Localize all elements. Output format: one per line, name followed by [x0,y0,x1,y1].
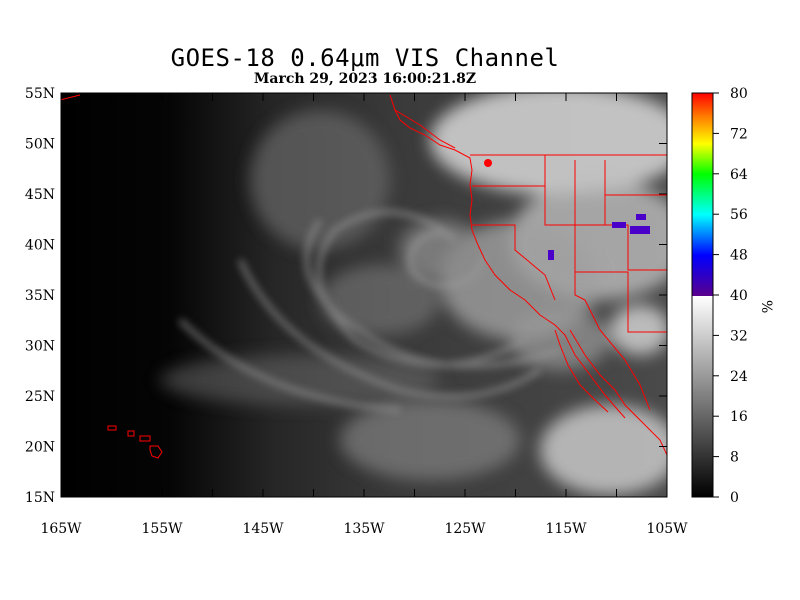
colorbar-label: 72 [730,126,748,142]
colorbar-label: 48 [730,248,748,264]
longitude-axis: 165W 155W 145W 135W 125W 115W 105W [40,93,688,537]
lat-tick-label: 40N [25,238,55,254]
colorbar-label: 80 [730,86,748,102]
lat-tick-label: 25N [25,389,55,405]
colorbar-color-segment [692,93,713,296]
lon-tick-label: 165W [40,521,82,537]
colorbar-gray-segment [692,296,713,497]
lon-tick-label: 105W [646,521,688,537]
colorbar-label: 56 [730,207,748,223]
colorbar-label: 64 [730,167,748,183]
cyclone-spiral [177,209,561,413]
colorbar-label: 32 [730,328,748,344]
lat-tick-label: 50N [25,137,55,153]
chart-title: GOES-18 0.64μm VIS Channel [170,44,560,72]
lon-tick-label: 155W [141,521,183,537]
colorbar-label: 0 [730,490,739,506]
hot-pixel-marker [484,159,492,167]
lat-tick-label: 45N [25,187,55,203]
lon-tick-label: 135W [343,521,385,537]
lat-tick-label: 35N [25,288,55,304]
colorbar-label: 24 [730,369,748,385]
lat-tick-label: 55N [25,86,55,102]
lat-tick-label: 20N [25,440,55,456]
latitude-axis: 15N 20N 25N 30N 35N 40N 45N 50N 55N [25,86,667,506]
colorbar-unit: % [758,300,774,313]
lon-tick-label: 145W [242,521,284,537]
lat-tick-label: 30N [25,339,55,355]
colorbar-label: 40 [730,288,748,304]
lon-tick-label: 125W [444,521,486,537]
lon-tick-label: 115W [545,521,587,537]
reflectance-highlights [548,214,650,260]
lat-tick-label: 15N [25,490,55,506]
colorbar-labels: 0 8 16 24 32 40 48 56 64 72 80 [713,86,748,506]
colorbar-label: 8 [730,450,739,466]
colorbar-label: 16 [730,409,748,425]
timestamp-subtitle: March 29, 2023 16:00:21.8Z [253,71,477,87]
